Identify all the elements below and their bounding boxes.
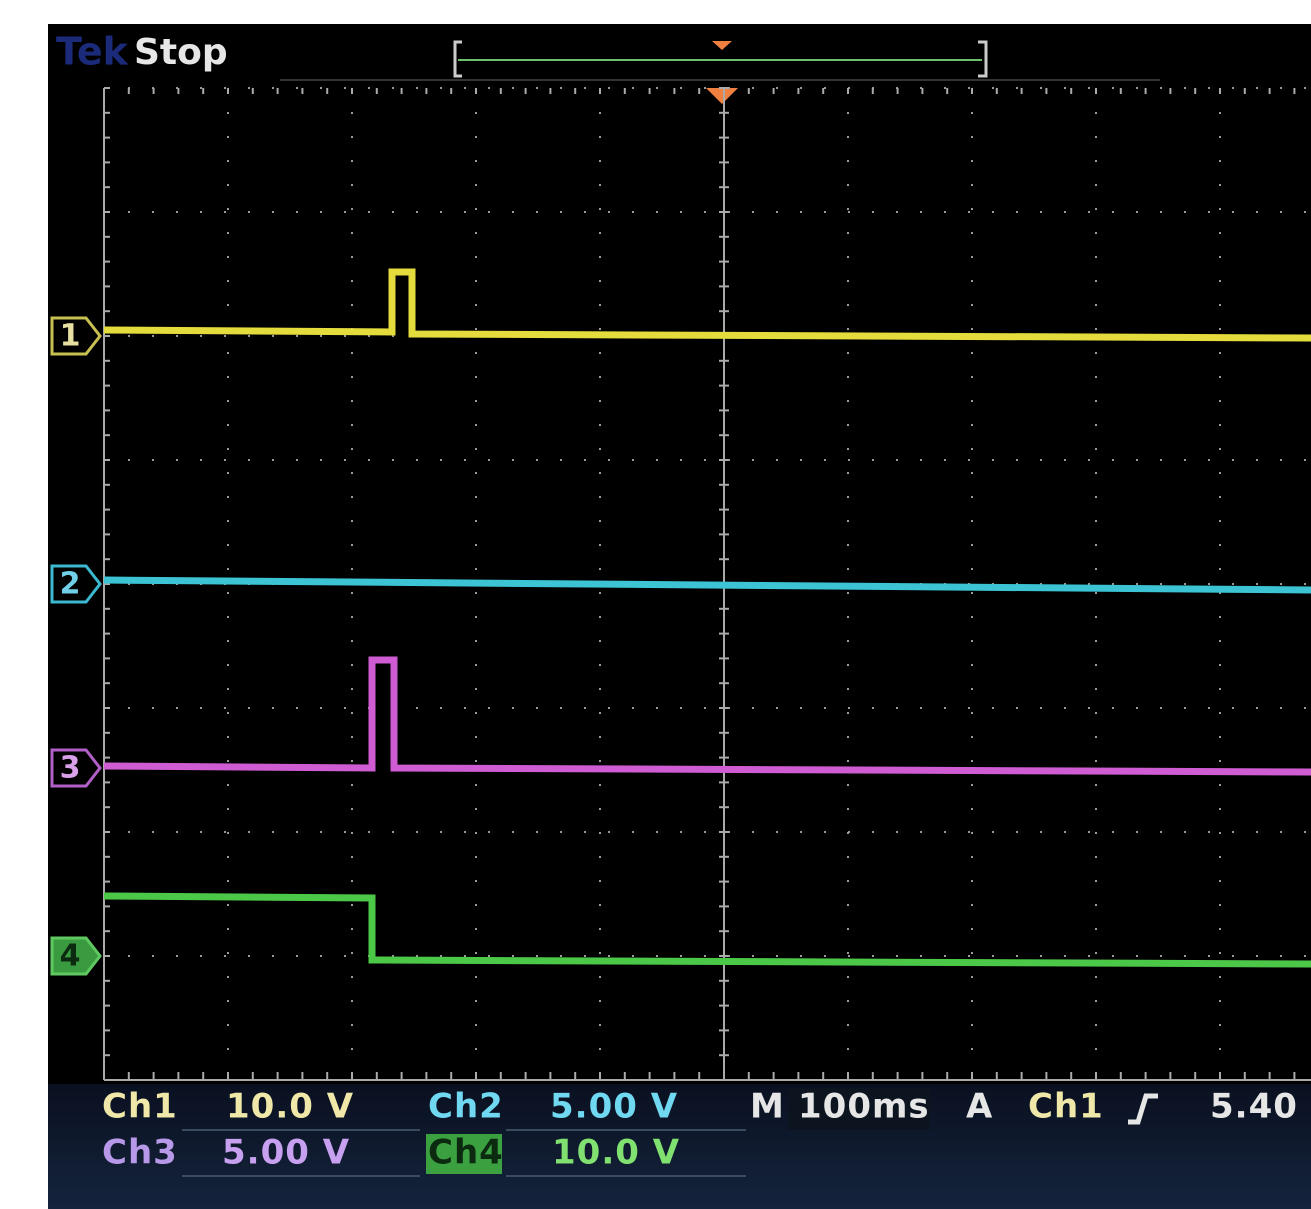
run-status: Stop xyxy=(134,32,228,73)
trigger-label: A xyxy=(966,1087,993,1127)
ch1-label: Ch1 xyxy=(102,1087,178,1127)
timebase-value: 100ms xyxy=(798,1087,930,1127)
ch2-scale: 5.00 V xyxy=(550,1087,678,1127)
screen-background xyxy=(48,24,1311,1209)
ch1-scale: 10.0 V xyxy=(226,1087,354,1127)
marker-1: 1 xyxy=(60,319,81,354)
ch4-label: Ch4 xyxy=(428,1133,504,1173)
ch3-label: Ch3 xyxy=(102,1133,178,1173)
marker-3: 3 xyxy=(60,751,81,786)
brand: Tek xyxy=(56,30,129,74)
marker-2: 2 xyxy=(60,567,81,602)
trigger-level: 5.40 xyxy=(1210,1087,1298,1127)
ch4-scale: 10.0 V xyxy=(552,1133,680,1173)
ch3-scale: 5.00 V xyxy=(222,1133,350,1173)
ch2-label: Ch2 xyxy=(428,1087,504,1127)
trigger-source: Ch1 xyxy=(1028,1087,1104,1127)
timebase-label: M xyxy=(750,1087,785,1127)
marker-4: 4 xyxy=(60,939,81,974)
scope-screen: Tek Stop 1 2 3 4 Ch1 10.0 V Ch2 5.00 V M… xyxy=(0,0,1311,1209)
page: Tek Stop 1 2 3 4 Ch1 10.0 V Ch2 5.00 V M… xyxy=(0,0,1311,1209)
